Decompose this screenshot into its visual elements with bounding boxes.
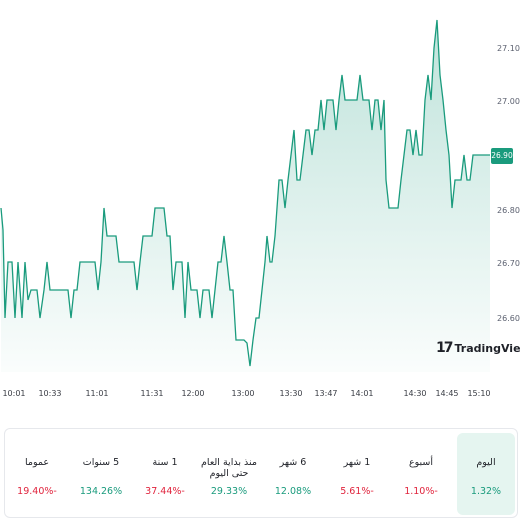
performance-period-1[interactable]: 5 سنوات 134.26% (69, 429, 133, 517)
price-area (1, 20, 490, 372)
tradingview-logo[interactable]: 17 TradingView (436, 340, 520, 356)
x-tick-label: 15:10 (467, 389, 490, 398)
period-label: 1 سنة (152, 457, 178, 468)
x-axis-labels: 10:01 10:33 11:01 11:31 12:00 13:00 13:30 13:47… (2, 389, 490, 398)
y-tick-label: 26.80 (497, 206, 520, 215)
y-axis-labels: 27.10 27.00 26.80 26.70 26.60 (497, 44, 520, 323)
y-tick-label: 26.70 (497, 259, 520, 268)
period-change-value: 37.44%- (145, 486, 185, 497)
y-tick-label: 26.60 (497, 314, 520, 323)
tradingview-logo-icon: 17 (436, 340, 454, 356)
period-change-value: 5.61%- (340, 486, 374, 497)
x-tick-label: 14:45 (435, 389, 458, 398)
period-change-value: 134.26% (79, 486, 123, 497)
period-label: 6 شهر (279, 457, 307, 468)
performance-period-0[interactable]: عموما 19.40%- (5, 429, 69, 517)
period-change-value: 29.33% (210, 486, 248, 497)
x-tick-label: 13:30 (279, 389, 302, 398)
period-change-value: 1.32% (470, 486, 502, 497)
performance-period-6[interactable]: أسبوع 1.10%- (389, 429, 453, 517)
x-tick-label: 10:01 (2, 389, 25, 398)
period-label: منذ بداية العام حتى اليوم (201, 457, 257, 479)
x-tick-label: 13:00 (231, 389, 254, 398)
performance-period-2[interactable]: 1 سنة 37.44%- (133, 429, 197, 517)
performance-panel: عموما 19.40%- 5 سنوات 134.26% 1 سنة 37.44%- من… (4, 428, 518, 518)
period-label: عموما (24, 457, 50, 468)
y-tick-label: 27.00 (497, 97, 520, 106)
x-tick-label: 12:00 (181, 389, 204, 398)
x-tick-label: 10:33 (38, 389, 61, 398)
performance-period-5[interactable]: 1 شهر 5.61%- (325, 429, 389, 517)
price-line (0, 19, 490, 367)
x-tick-label: 14:30 (403, 389, 426, 398)
period-change-value: 1.10%- (404, 486, 438, 497)
period-label: اليوم (476, 457, 496, 468)
x-tick-label: 11:01 (85, 389, 108, 398)
performance-period-3[interactable]: منذ بداية العام حتى اليوم 29.33% (197, 429, 261, 517)
y-tick-label: 27.10 (497, 44, 520, 53)
performance-period-4[interactable]: 6 شهر 12.08% (261, 429, 325, 517)
x-tick-label: 14:01 (350, 389, 373, 398)
period-label: 5 سنوات (82, 457, 120, 468)
price-chart[interactable]: 27.10 27.00 26.80 26.70 26.60 10:01 10:33 11:0… (0, 0, 520, 410)
period-change-value: 12.08% (274, 486, 312, 497)
performance-period-7[interactable]: اليوم 1.32% (457, 433, 515, 515)
period-change-value: 19.40%- (17, 486, 57, 497)
chart-canvas[interactable]: 27.10 27.00 26.80 26.70 26.60 10:01 10:33 11:0… (0, 0, 520, 410)
x-tick-label: 13:47 (314, 389, 337, 398)
period-label: أسبوع (408, 457, 434, 468)
tradingview-logo-text: TradingView (454, 341, 520, 355)
period-label: 1 شهر (343, 457, 371, 468)
x-tick-label: 11:31 (140, 389, 163, 398)
current-price-tag: 26.90 (491, 148, 513, 164)
